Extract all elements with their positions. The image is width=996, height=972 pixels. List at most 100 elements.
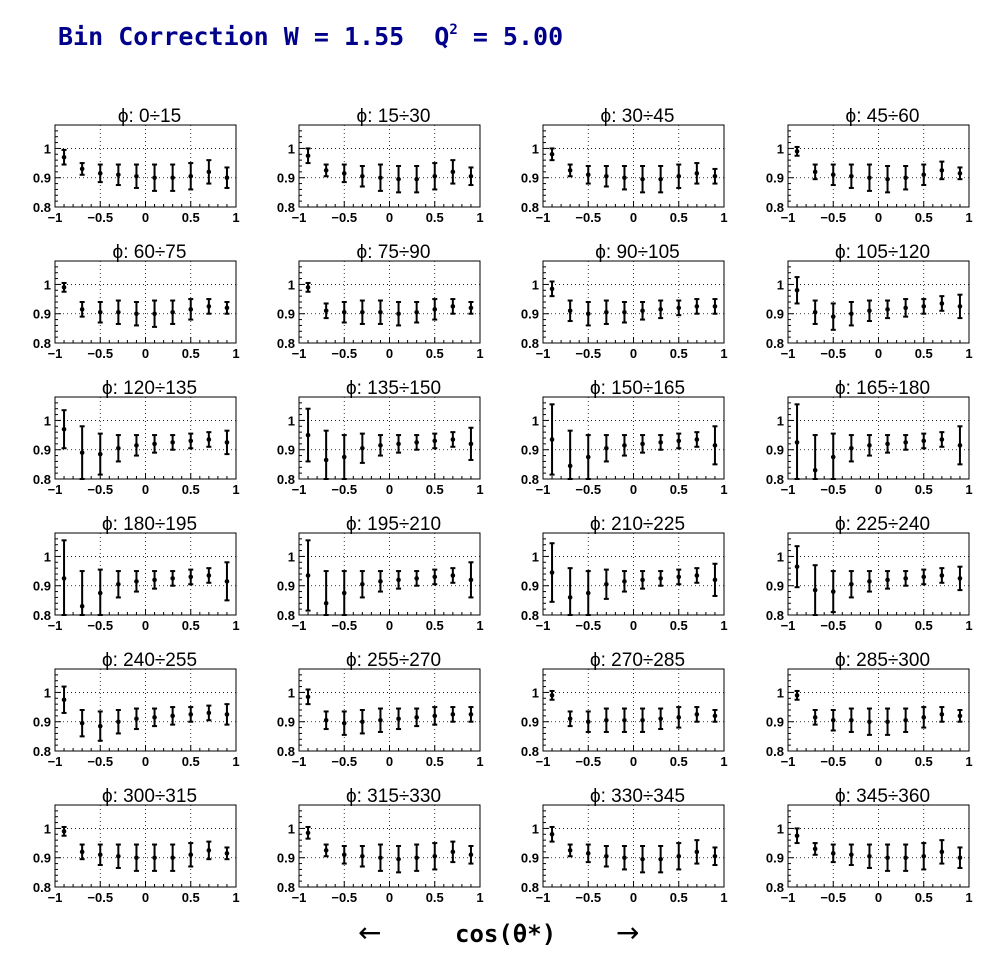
x-tick-label: 0 (630, 210, 637, 225)
x-tick-label: 0.5 (182, 890, 200, 905)
x-tick-label: −0.5 (87, 618, 113, 633)
panel-13: ϕ: 180÷195 −1 −0.5 0 0.5 1 0.8 0.9 1 (33, 514, 240, 633)
panel-2: ϕ: 15÷30 −1 −0.5 0 0.5 1 0.8 0.9 1 (277, 106, 484, 225)
panel-21: ϕ: 300÷315 −1 −0.5 0 0.5 1 0.8 0.9 1 (33, 786, 240, 905)
y-tick-label: 0.8 (277, 608, 295, 623)
chart-title-prefix: Bin Correction W = 1.55 Q (58, 22, 450, 51)
data-point (939, 301, 945, 306)
data-point (450, 849, 456, 855)
x-tick-label: −1 (292, 890, 307, 905)
y-tick-label: 0.8 (33, 744, 51, 759)
data-point (170, 440, 175, 445)
y-tick-label: 0.8 (277, 744, 295, 759)
data-point (830, 717, 836, 723)
data-point (676, 853, 682, 859)
chart-title: Bin Correction W = 1.55 Q2 = 5.00 (58, 22, 563, 51)
data-point (450, 437, 456, 442)
x-tick-label: 0.5 (182, 482, 200, 497)
data-point (549, 570, 555, 575)
data-point (97, 451, 103, 457)
panel-title: ϕ: 75÷90 (357, 242, 431, 263)
x-tick-label: −1 (48, 890, 63, 905)
x-tick-label: −0.5 (331, 210, 357, 225)
data-point (567, 463, 573, 469)
data-point (61, 285, 67, 290)
data-point (957, 443, 963, 448)
data-point (903, 175, 908, 181)
data-point (694, 712, 700, 717)
data-point (224, 305, 230, 311)
data-point (604, 853, 609, 859)
data-point (61, 154, 67, 160)
data-point (206, 848, 212, 853)
data-point (867, 579, 872, 584)
panel-9: ϕ: 120÷135 −1 −0.5 0 0.5 1 0.8 0.9 1 (33, 378, 240, 497)
data-point (414, 176, 419, 182)
data-point (61, 697, 67, 703)
data-point (170, 713, 175, 719)
data-point (323, 457, 329, 463)
x-tick-label: 1 (965, 754, 972, 769)
y-tick-label: 0.9 (277, 443, 295, 458)
data-point (712, 713, 718, 719)
data-point (567, 716, 573, 722)
x-tick-label: 0.5 (426, 890, 444, 905)
panel-title: ϕ: 135÷150 (346, 378, 441, 399)
data-point (468, 577, 474, 583)
data-point (885, 176, 890, 182)
panel-11: ϕ: 150÷165 −1 −0.5 0 0.5 1 0.8 0.9 1 (521, 378, 728, 497)
x-tick-label: 0.5 (182, 754, 200, 769)
x-tick-label: −1 (781, 890, 796, 905)
data-point (360, 173, 365, 179)
x-tick-label: 1 (476, 210, 483, 225)
data-point (885, 719, 890, 725)
panel-title: ϕ: 60÷75 (113, 242, 187, 263)
x-tick-label: −0.5 (575, 482, 601, 497)
y-tick-label: 0.9 (521, 171, 539, 186)
data-point (396, 716, 401, 722)
x-tick-label: 0.5 (182, 618, 200, 633)
data-point (206, 573, 212, 578)
data-point (694, 171, 700, 176)
data-point (360, 309, 365, 315)
y-tick-label: 1 (44, 141, 51, 156)
data-point (812, 846, 818, 852)
x-tick-label: −1 (781, 754, 796, 769)
data-point (450, 169, 456, 175)
data-point (224, 440, 230, 445)
data-point (957, 171, 963, 176)
y-tick-label: 1 (288, 141, 295, 156)
data-point (794, 440, 800, 445)
y-tick-label: 0.9 (766, 579, 784, 594)
y-tick-label: 0.9 (766, 171, 784, 186)
panel-8: ϕ: 105÷120 −1 −0.5 0 0.5 1 0.8 0.9 1 (766, 242, 973, 361)
x-tick-label: −1 (48, 482, 63, 497)
data-point (921, 574, 927, 580)
y-tick-label: 0.8 (766, 336, 784, 351)
x-tick-label: 0.5 (670, 754, 688, 769)
data-point (585, 454, 591, 460)
data-point (849, 173, 854, 179)
y-tick-label: 0.9 (33, 579, 51, 594)
x-tick-label: −0.5 (820, 890, 846, 905)
data-point (604, 445, 609, 451)
x-tick-label: 1 (965, 618, 972, 633)
data-point (378, 175, 383, 181)
data-point (622, 717, 627, 723)
x-tick-label: 1 (965, 210, 972, 225)
x-tick-label: 0 (630, 482, 637, 497)
chart-title-superscript: 2 (449, 21, 458, 38)
x-tick-label: −0.5 (575, 618, 601, 633)
data-point (830, 314, 836, 319)
data-point (676, 715, 682, 720)
data-point (414, 576, 419, 581)
y-tick-label: 0.8 (277, 472, 295, 487)
data-point (549, 437, 555, 442)
panel-title: ϕ: 90÷105 (595, 242, 679, 263)
y-tick-label: 1 (777, 685, 784, 700)
y-tick-label: 1 (532, 277, 539, 292)
x-tick-label: −1 (48, 754, 63, 769)
data-point (188, 173, 194, 179)
panel-3: ϕ: 30÷45 −1 −0.5 0 0.5 1 0.8 0.9 1 (521, 106, 728, 225)
x-tick-label: 0.5 (670, 346, 688, 361)
